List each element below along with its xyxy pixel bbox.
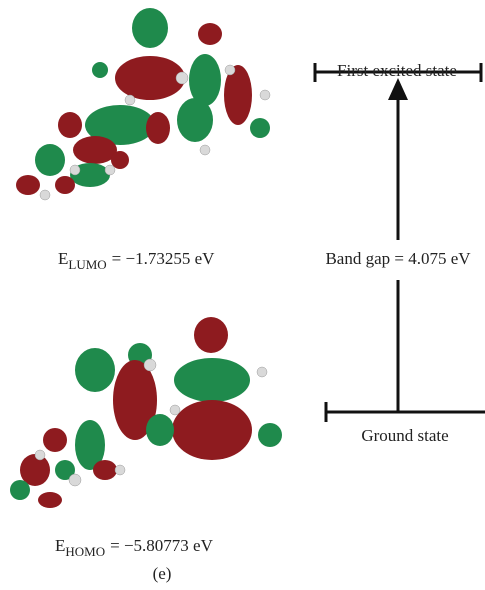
homo-symbol: E xyxy=(55,536,65,555)
homo-label: EHOMO = −5.80773 eV xyxy=(55,536,214,559)
diagram: First excited state Band gap = 4.075 eV … xyxy=(0,0,485,590)
arrow-head xyxy=(388,78,408,100)
homo-orbital xyxy=(10,317,282,508)
lumo-value: = −1.73255 eV xyxy=(112,249,215,268)
homo-value: = −5.80773 eV xyxy=(110,536,213,555)
lumo-subscript: LUMO xyxy=(68,257,106,272)
panel-label: (e) xyxy=(153,564,172,583)
lumo-symbol: E xyxy=(58,249,68,268)
ground-state-label: Ground state xyxy=(361,426,448,445)
levels xyxy=(314,63,485,422)
excited-state-label: First excited state xyxy=(337,61,457,80)
band-gap-label: Band gap = 4.075 eV xyxy=(325,249,471,268)
homo-subscript: HOMO xyxy=(65,544,105,559)
lumo-label: ELUMO = −1.73255 eV xyxy=(58,249,215,272)
lumo-orbital xyxy=(16,8,270,200)
